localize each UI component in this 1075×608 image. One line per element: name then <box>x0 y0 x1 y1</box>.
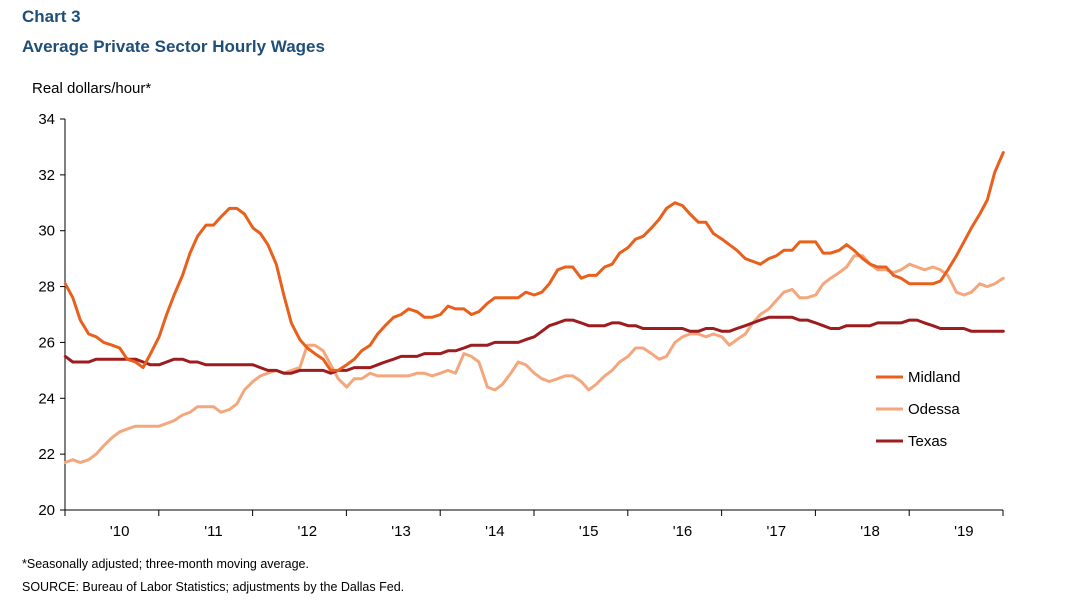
y-tick-label: 34 <box>38 111 55 128</box>
y-tick-label: 32 <box>38 167 55 184</box>
y-tick-label: 26 <box>38 334 55 351</box>
x-tick-label: '18 <box>860 523 880 540</box>
x-tick-label: '10 <box>110 523 130 540</box>
chart-number: Chart 3 <box>22 7 81 26</box>
legend-label-odessa: Odessa <box>908 401 960 418</box>
y-tick-label: 24 <box>38 390 55 407</box>
y-tick-label: 22 <box>38 446 55 463</box>
y-tick-label: 30 <box>38 223 55 240</box>
x-tick-label: '17 <box>767 523 787 540</box>
legend: Midland Odessa Texas <box>876 369 961 450</box>
y-tick-label: 28 <box>38 279 55 296</box>
legend-label-midland: Midland <box>908 369 961 386</box>
chart-title: Average Private Sector Hourly Wages <box>22 37 325 56</box>
series-line-odessa <box>63 254 1005 464</box>
axes: 20 22 24 26 28 30 32 34 '10 '11 '12 '13 '14 '15 '16 '17… <box>38 111 1004 540</box>
x-tick-label: '14 <box>485 523 505 540</box>
y-tick-label: 20 <box>38 502 55 519</box>
source-note: SOURCE: Bureau of Labor Statistics; adju… <box>22 580 405 594</box>
series-line-midland <box>63 151 1005 372</box>
series-lines <box>63 151 1005 464</box>
x-tick-label: '15 <box>579 523 599 540</box>
y-axis-label: Real dollars/hour* <box>32 80 152 97</box>
footnote: *Seasonally adjusted; three-month moving… <box>22 557 309 571</box>
x-tick-label: '11 <box>204 523 222 540</box>
x-tick-label: '19 <box>954 523 974 540</box>
x-tick-label: '12 <box>298 523 318 540</box>
series-line-texas <box>63 315 1005 375</box>
x-tick-label: '13 <box>391 523 411 540</box>
x-tick-label: '16 <box>673 523 693 540</box>
legend-label-texas: Texas <box>908 433 947 450</box>
